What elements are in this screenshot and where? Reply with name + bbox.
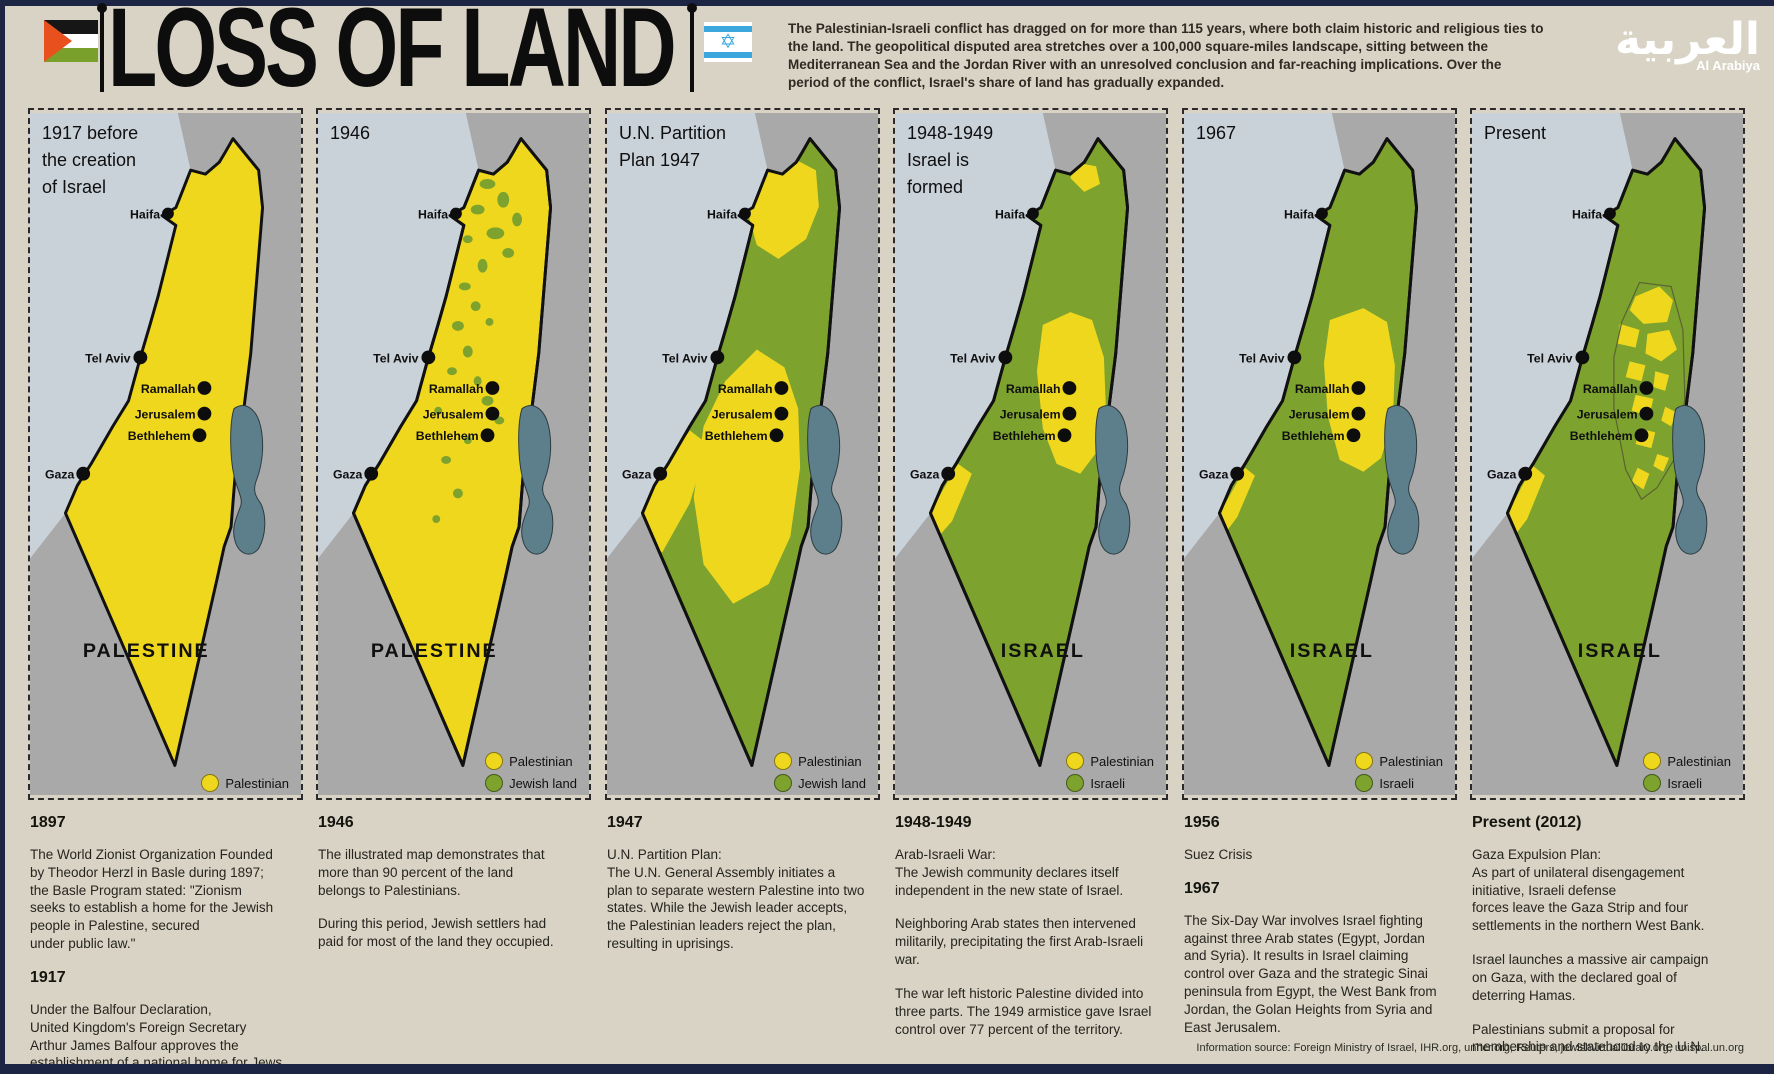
map-panel-1967: ISRAEL 1967 Palestinian Israeli (1182, 108, 1457, 800)
legend: Palestinian Israeli (1643, 752, 1731, 792)
article-heading: Present (2012) (1472, 814, 1582, 831)
map-1948-1949: ISRAEL (895, 113, 1166, 795)
article-heading: 1897 (30, 814, 66, 831)
israeli-flag-icon: ✡ (704, 22, 752, 62)
jewish-land-swatch-icon (485, 774, 504, 792)
flag-pole-icon (687, 3, 697, 92)
article-paragraph: The World Zionist Organization Founded b… (30, 847, 274, 952)
palestinian-swatch-icon (201, 774, 220, 792)
article-heading: 1947 (607, 814, 643, 831)
article-1897-1917: 1897 The World Zionist Organization Foun… (30, 814, 312, 1074)
article-paragraph: The illustrated map demonstrates that mo… (318, 847, 545, 898)
left-frame-bar (0, 0, 5, 1074)
map-1967: ISRAEL (1184, 113, 1455, 795)
palestinian-swatch-icon (1643, 752, 1662, 770)
flag-pole-icon (97, 3, 107, 92)
article-paragraph: During this period, Jewish settlers had … (318, 916, 554, 950)
article-heading: 1956 (1184, 814, 1220, 831)
article-heading: 1946 (318, 814, 354, 831)
article-paragraph: Suez Crisis (1184, 847, 1253, 862)
map-panel-1946: PALESTINE 1946 Palestinian Jewish land (316, 108, 591, 800)
article-paragraph: Arab-Israeli War: The Jewish community d… (895, 847, 1124, 898)
panel-title: 1948-1949 Israel is formed (907, 123, 994, 197)
map-panel-1948-1949: ISRAEL 1948-1949 Israel is formed Palestin… (893, 108, 1168, 800)
page-title: LOSS OF LAND (108, 0, 677, 110)
israeli-swatch-icon (1643, 774, 1662, 792)
article-1947: 1947 U.N. Partition Plan: The U.N. Gener… (607, 814, 889, 969)
palestinian-swatch-icon (1355, 752, 1374, 770)
top-frame-bar (0, 0, 1774, 6)
al-arabiya-latin-wordmark: Al Arabiya (1696, 58, 1760, 73)
panel-title: 1946 (330, 123, 371, 143)
legend: Palestinian Jewish land (774, 752, 866, 792)
map-panel-1947: U.N. Partition Plan 1947 Palestinian Jewi… (605, 108, 880, 800)
source-attribution: Information source: Foreign Ministry of … (1196, 1042, 1744, 1054)
article-heading: 1967 (1184, 879, 1220, 897)
article-paragraph: The Six-Day War involves Israel fighting… (1184, 912, 1437, 1035)
panel-title: 1917 before the creation of Israel (42, 123, 139, 197)
bottom-frame-bar (0, 1064, 1774, 1074)
article-heading: 1948-1949 (895, 814, 972, 831)
article-paragraph: Israel launches a massive air campaign o… (1472, 952, 1709, 1003)
country-label: PALESTINE (371, 640, 498, 662)
palestinian-swatch-icon (485, 752, 504, 770)
country-label: ISRAEL (1001, 640, 1085, 662)
article-1956-1967: 1956 Suez Crisis 1967 The Six-Day War in… (1184, 814, 1466, 1053)
legend: Palestinian Jewish land (485, 752, 577, 792)
article-paragraph: U.N. Partition Plan: The U.N. General As… (607, 847, 865, 952)
map-present: ISRAEL (1472, 113, 1743, 795)
article-present: Present (2012) Gaza Expulsion Plan: As p… (1472, 814, 1754, 1072)
al-arabiya-logo: العربية Al Arabiya (1592, 14, 1760, 74)
panel-title: Present (1484, 123, 1547, 143)
intro-paragraph: The Palestinian-Israeli conflict has dra… (788, 21, 1544, 90)
jewish-land-swatch-icon (774, 774, 793, 792)
legend: Palestinian Israeli (1355, 752, 1443, 792)
article-paragraph: The war left historic Palestine divided … (895, 985, 1152, 1037)
palestinian-flag-icon (44, 20, 98, 62)
al-arabiya-arabic-wordmark: العربية (1615, 14, 1760, 65)
article-paragraph: Palestinians submit a proposal for membe… (1472, 1021, 1704, 1055)
article-1948-1949: 1948-1949 Arab-Israeli War: The Jewish c… (895, 814, 1177, 1054)
article-paragraph: Gaza Expulsion Plan: As part of unilater… (1472, 847, 1705, 934)
legend: Palestinian Israeli (1066, 752, 1154, 792)
palestinian-swatch-icon (774, 752, 793, 770)
panel-title: U.N. Partition Plan 1947 (619, 123, 727, 170)
country-label: PALESTINE (83, 640, 210, 662)
israeli-swatch-icon (1066, 774, 1085, 792)
article-heading: 1917 (30, 968, 66, 986)
legend: Palestinian (201, 774, 289, 792)
article-1946: 1946 The illustrated map demonstrates th… (318, 814, 600, 967)
west-bank-outline (1613, 281, 1686, 501)
palestinian-swatch-icon (1066, 752, 1085, 770)
map-1946: PALESTINE (318, 113, 589, 795)
article-paragraph: Neighboring Arab states then intervened … (895, 916, 1144, 968)
panel-title: 1967 (1196, 123, 1237, 143)
country-label: ISRAEL (1578, 640, 1662, 662)
map-1917: PALESTINE (30, 113, 301, 795)
map-panel-present: ISRAEL Present Palestinian Israeli (1470, 108, 1745, 800)
israeli-swatch-icon (1355, 774, 1374, 792)
map-panel-1917: PALESTINE 1917 before the creation of Isra… (28, 108, 303, 800)
country-label: ISRAEL (1290, 640, 1374, 662)
map-1947 (607, 113, 878, 795)
